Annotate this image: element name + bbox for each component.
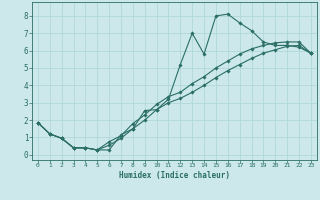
X-axis label: Humidex (Indice chaleur): Humidex (Indice chaleur) xyxy=(119,171,230,180)
